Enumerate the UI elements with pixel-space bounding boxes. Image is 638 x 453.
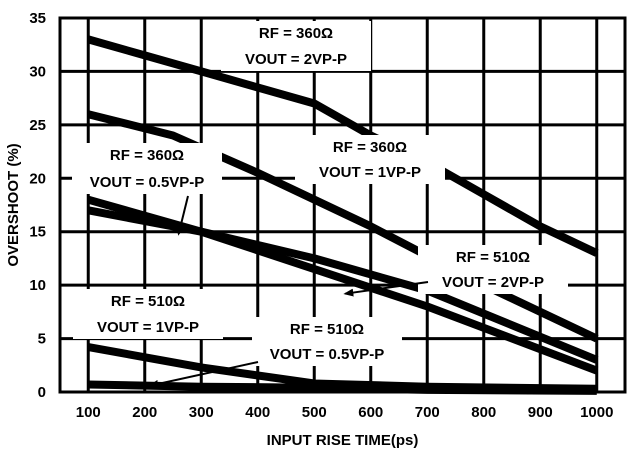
annotation-background	[221, 21, 371, 71]
annotation-vout-label: VOUT = 2VP-P	[442, 274, 544, 291]
y-tick-label: 0	[38, 384, 46, 401]
annotation-vout-label: VOUT = 0.5VP-P	[90, 174, 205, 191]
series-line-4	[87, 195, 599, 375]
annotation-vout-label: VOUT = 1VP-P	[319, 164, 421, 181]
x-tick-label: 400	[245, 404, 270, 421]
y-tick-label: 25	[29, 117, 46, 134]
annotation-1: RF = 360Ω VOUT = 2VP-P	[221, 21, 371, 71]
x-tick-label: 200	[132, 404, 157, 421]
annotation-vout-label: VOUT = 0.5VP-P	[270, 346, 385, 363]
annotation-rf-label: RF = 510Ω	[456, 249, 530, 266]
y-tick-label: 10	[29, 277, 46, 294]
x-tick-label: 800	[471, 404, 496, 421]
annotation-vout-label: VOUT = 2VP-P	[245, 51, 347, 68]
y-tick-label: 35	[29, 10, 46, 27]
series-line-6	[88, 380, 597, 395]
annotation-rf-label: RF = 360Ω	[110, 147, 184, 164]
x-tick-label: 1000	[580, 404, 613, 421]
annotation-rf-label: RF = 360Ω	[259, 25, 333, 42]
x-tick-label: 100	[76, 404, 101, 421]
annotation-4: RF = 510Ω VOUT = 2VP-P	[343, 245, 568, 297]
y-tick-label: 20	[29, 170, 46, 187]
annotation-background	[72, 143, 222, 194]
annotation-background	[252, 317, 402, 366]
x-tick-label: 500	[302, 404, 327, 421]
y-tick-label: 30	[29, 63, 46, 80]
x-axis-title: INPUT RISE TIME(ps)	[267, 432, 419, 449]
annotation-background	[73, 289, 223, 339]
annotation-6: RF = 510Ω VOUT = 0.5VP-P	[148, 317, 402, 388]
annotation-rf-label: RF = 510Ω	[111, 293, 185, 310]
annotation-arrow	[176, 195, 189, 236]
plot-frame	[58, 16, 627, 394]
tick-labels: 100 200 300 400 500 600 700 800 900 1000 0 5 10 15 20 2…	[29, 10, 613, 421]
series-layer	[87, 35, 599, 395]
annotation-rf-label: RF = 510Ω	[290, 321, 364, 338]
y-axis-title: OVERSHOOT (%)	[5, 143, 22, 266]
x-tick-label: 700	[415, 404, 440, 421]
annotations: RF = 360Ω VOUT = 2VP-P RF = 360Ω VOUT = 1VP…	[72, 21, 568, 388]
annotation-rf-label: RF = 360Ω	[333, 139, 407, 156]
annotation-background	[295, 135, 445, 184]
x-tick-label: 600	[358, 404, 383, 421]
annotation-2: RF = 360Ω VOUT = 1VP-P	[295, 135, 445, 184]
annotation-5: RF = 510Ω VOUT = 1VP-P	[73, 289, 223, 339]
y-tick-label: 5	[38, 331, 46, 348]
annotation-vout-label: VOUT = 1VP-P	[97, 319, 199, 336]
annotation-3: RF = 360Ω VOUT = 0.5VP-P	[72, 143, 222, 236]
series-line-1	[87, 35, 599, 257]
x-tick-label: 900	[528, 404, 553, 421]
series-line-2	[87, 110, 599, 343]
annotation-arrow	[148, 361, 259, 388]
annotation-background	[418, 245, 568, 294]
x-tick-label: 300	[189, 404, 214, 421]
annotation-arrow	[343, 281, 429, 297]
y-tick-label: 15	[29, 224, 46, 241]
